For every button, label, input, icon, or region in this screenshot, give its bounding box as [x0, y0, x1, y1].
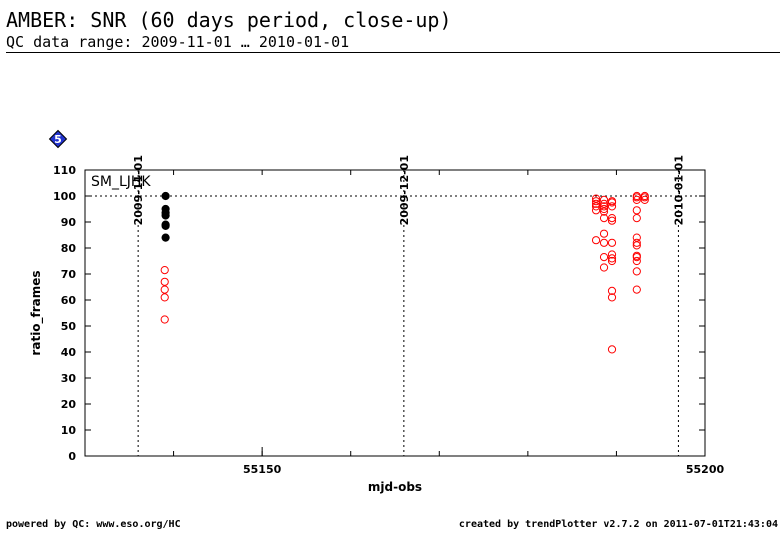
y-tick-label: 70 [61, 268, 77, 281]
data-point [632, 241, 641, 250]
data-point [599, 202, 609, 211]
y-tick-label: 100 [53, 190, 76, 203]
y-tick-label: 50 [61, 320, 77, 333]
y-tick-label: 20 [61, 398, 77, 411]
data-point [607, 238, 617, 247]
data-point [640, 195, 649, 204]
data-point [632, 233, 641, 242]
data-point [599, 207, 609, 216]
data-point [607, 254, 617, 263]
data-point [640, 193, 649, 202]
data-point [160, 315, 169, 324]
data-point [599, 204, 609, 214]
date-marker-label: 2009-12-01 [398, 155, 411, 225]
data-point [160, 293, 169, 302]
data-point [599, 238, 609, 247]
x-tick-label: 55150 [243, 463, 282, 476]
y-tick-label: 80 [61, 242, 77, 255]
data-point [599, 195, 609, 204]
data-point [161, 191, 170, 201]
data-point [632, 267, 641, 276]
badge[interactable]: 5 [48, 129, 68, 149]
x-tick-label: 55200 [686, 463, 725, 476]
data-point [599, 253, 609, 262]
data-point [591, 206, 601, 215]
data-point [591, 199, 601, 208]
y-tick-label: 60 [61, 294, 77, 307]
plot-area-frame [84, 169, 706, 457]
data-point [591, 236, 601, 245]
data-point [599, 229, 609, 238]
data-point [607, 214, 617, 223]
y-tick-label: 30 [61, 372, 77, 385]
data-point [607, 250, 617, 259]
title-divider [6, 52, 780, 53]
date-marker-label: 2009-11-01 [132, 155, 145, 225]
y-tick-label: 0 [68, 450, 76, 463]
qc-data-range: QC data range: 2009-11-01 … 2010-01-01 [6, 33, 350, 51]
data-point [632, 214, 641, 223]
y-tick-label: 10 [61, 424, 77, 437]
data-point [632, 285, 641, 294]
data-point [591, 197, 601, 206]
badge-label: 5 [54, 133, 62, 146]
data-point [607, 293, 617, 302]
data-point [161, 211, 170, 220]
data-point [607, 256, 617, 266]
y-tick-label: 40 [61, 346, 77, 359]
data-point [632, 206, 641, 215]
data-point [607, 216, 617, 225]
data-point [160, 277, 169, 286]
x-axis-label: mjd-obs [368, 480, 422, 494]
data-point [607, 286, 617, 295]
footer-powered-by: powered by QC: www.eso.org/HC [6, 519, 181, 530]
data-point [591, 202, 601, 211]
diamond-badge-icon[interactable] [48, 129, 68, 149]
y-axis-label: ratio_frames [29, 270, 44, 355]
data-point [607, 345, 617, 354]
data-point [599, 199, 609, 208]
date-marker-label: 2010-01-01 [672, 155, 685, 225]
data-point [591, 194, 601, 203]
data-point [632, 238, 641, 247]
series-annotation: SM_LJHK [91, 174, 151, 190]
data-point [160, 266, 169, 275]
data-point [160, 285, 169, 294]
data-point [632, 253, 641, 262]
data-point [632, 193, 641, 202]
data-point [599, 263, 609, 272]
data-point [632, 195, 641, 204]
data-point [607, 198, 617, 207]
data-point [607, 202, 617, 211]
footer-created-by: created by trendPlotter v2.7.2 on 2011-0… [458, 519, 778, 530]
page-title: AMBER: SNR (60 days period, close-up) [6, 8, 452, 32]
data-point [632, 256, 641, 266]
data-point [161, 233, 170, 242]
data-point [599, 214, 609, 223]
data-point [161, 221, 170, 230]
y-tick-label: 110 [53, 164, 76, 177]
y-tick-label: 90 [61, 216, 77, 229]
